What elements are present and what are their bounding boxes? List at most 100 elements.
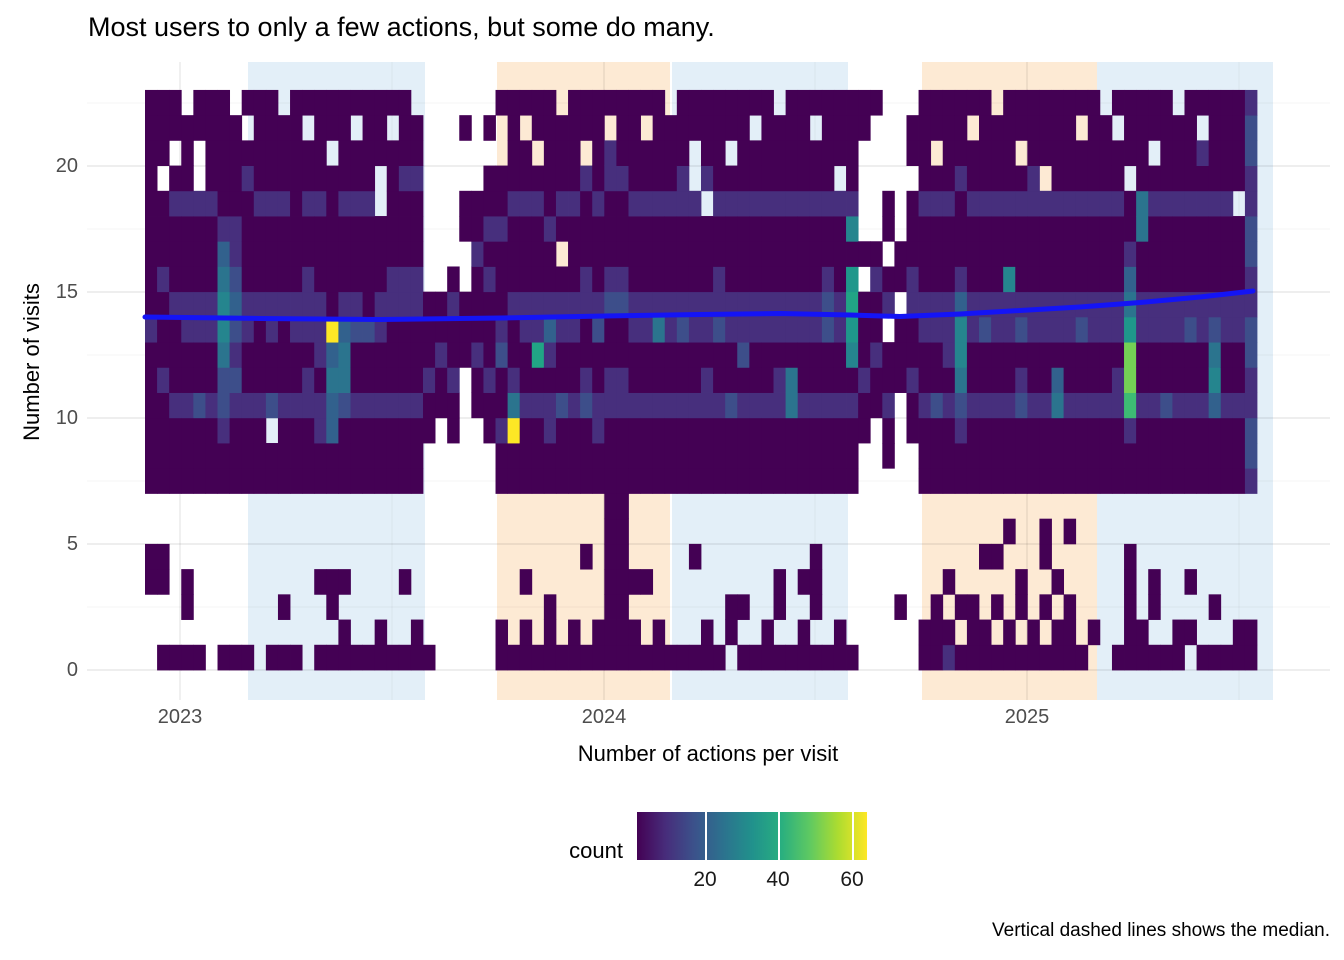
tile (326, 115, 339, 141)
tile (435, 291, 448, 318)
tile (302, 417, 315, 444)
tile (616, 316, 629, 343)
tile (592, 165, 605, 192)
tile (1184, 241, 1197, 267)
tile (217, 468, 231, 494)
tile (676, 140, 690, 166)
tile (604, 367, 617, 393)
tile (628, 468, 641, 494)
tile (640, 417, 654, 444)
tile (797, 241, 811, 267)
tile (568, 165, 581, 192)
tile (1087, 140, 1101, 166)
tile (954, 644, 968, 671)
tile (1244, 89, 1258, 116)
tile (1003, 266, 1016, 293)
tile (652, 392, 666, 419)
tile (290, 342, 303, 368)
tile (290, 89, 303, 116)
tile (616, 468, 629, 494)
tile (568, 619, 581, 646)
tile (725, 165, 738, 192)
tile (749, 266, 762, 293)
tile (652, 291, 666, 318)
tile (1136, 140, 1149, 166)
tile (688, 468, 702, 494)
tile (821, 291, 835, 318)
tile (833, 417, 847, 444)
tile (1015, 115, 1028, 141)
tile (338, 165, 351, 192)
tile (930, 241, 944, 267)
tile (410, 241, 424, 267)
tile (1075, 266, 1089, 293)
tile (737, 266, 750, 293)
tile (350, 266, 363, 293)
tile (954, 291, 968, 318)
tile (229, 443, 243, 469)
tile (314, 216, 327, 242)
tile (555, 644, 569, 671)
tile (229, 241, 243, 267)
tile (725, 115, 738, 141)
tile (290, 443, 303, 469)
tile (1160, 417, 1173, 444)
tile (338, 241, 351, 267)
tile (1244, 190, 1258, 217)
y-axis-title: Number of visits (19, 283, 44, 441)
tile (616, 543, 629, 570)
tile (628, 342, 641, 368)
tile (749, 417, 762, 444)
tile (1039, 367, 1052, 393)
tile (664, 291, 678, 318)
tile (991, 241, 1004, 267)
tile (604, 140, 617, 166)
tile (157, 644, 170, 671)
tile (930, 165, 944, 192)
tile (1196, 644, 1210, 671)
tile (568, 115, 581, 141)
tile (1244, 443, 1258, 469)
tile (1208, 392, 1222, 419)
tile (1244, 115, 1258, 141)
tile (930, 392, 944, 419)
tile (1111, 367, 1125, 393)
tile (1087, 468, 1101, 494)
tile (1039, 190, 1052, 217)
tile (991, 115, 1004, 141)
tile (1063, 266, 1077, 293)
tile (1051, 165, 1065, 192)
tile (265, 266, 279, 293)
tile (713, 165, 726, 192)
tile (725, 392, 738, 419)
tile (338, 644, 351, 671)
tile (604, 518, 617, 545)
tile (277, 140, 291, 166)
tile (386, 443, 400, 469)
legend-tick-mark (852, 812, 854, 860)
tile (1124, 266, 1137, 293)
tile (918, 468, 932, 494)
tile (314, 644, 327, 671)
tile (1003, 216, 1016, 242)
tile (1075, 89, 1089, 116)
tile (1136, 367, 1149, 393)
tile (797, 417, 811, 444)
tile (870, 316, 883, 343)
tile (628, 140, 641, 166)
tile (290, 367, 303, 393)
tile (1015, 417, 1028, 444)
tile (858, 417, 871, 444)
tile (652, 190, 666, 217)
tile (761, 443, 774, 469)
tile (676, 367, 690, 393)
tile (543, 165, 557, 192)
tile (1232, 266, 1246, 293)
tile (1172, 115, 1185, 141)
tile (1160, 216, 1173, 242)
tile (688, 89, 702, 116)
tile (1051, 216, 1065, 242)
tile (1160, 165, 1173, 192)
tile (1027, 367, 1040, 393)
